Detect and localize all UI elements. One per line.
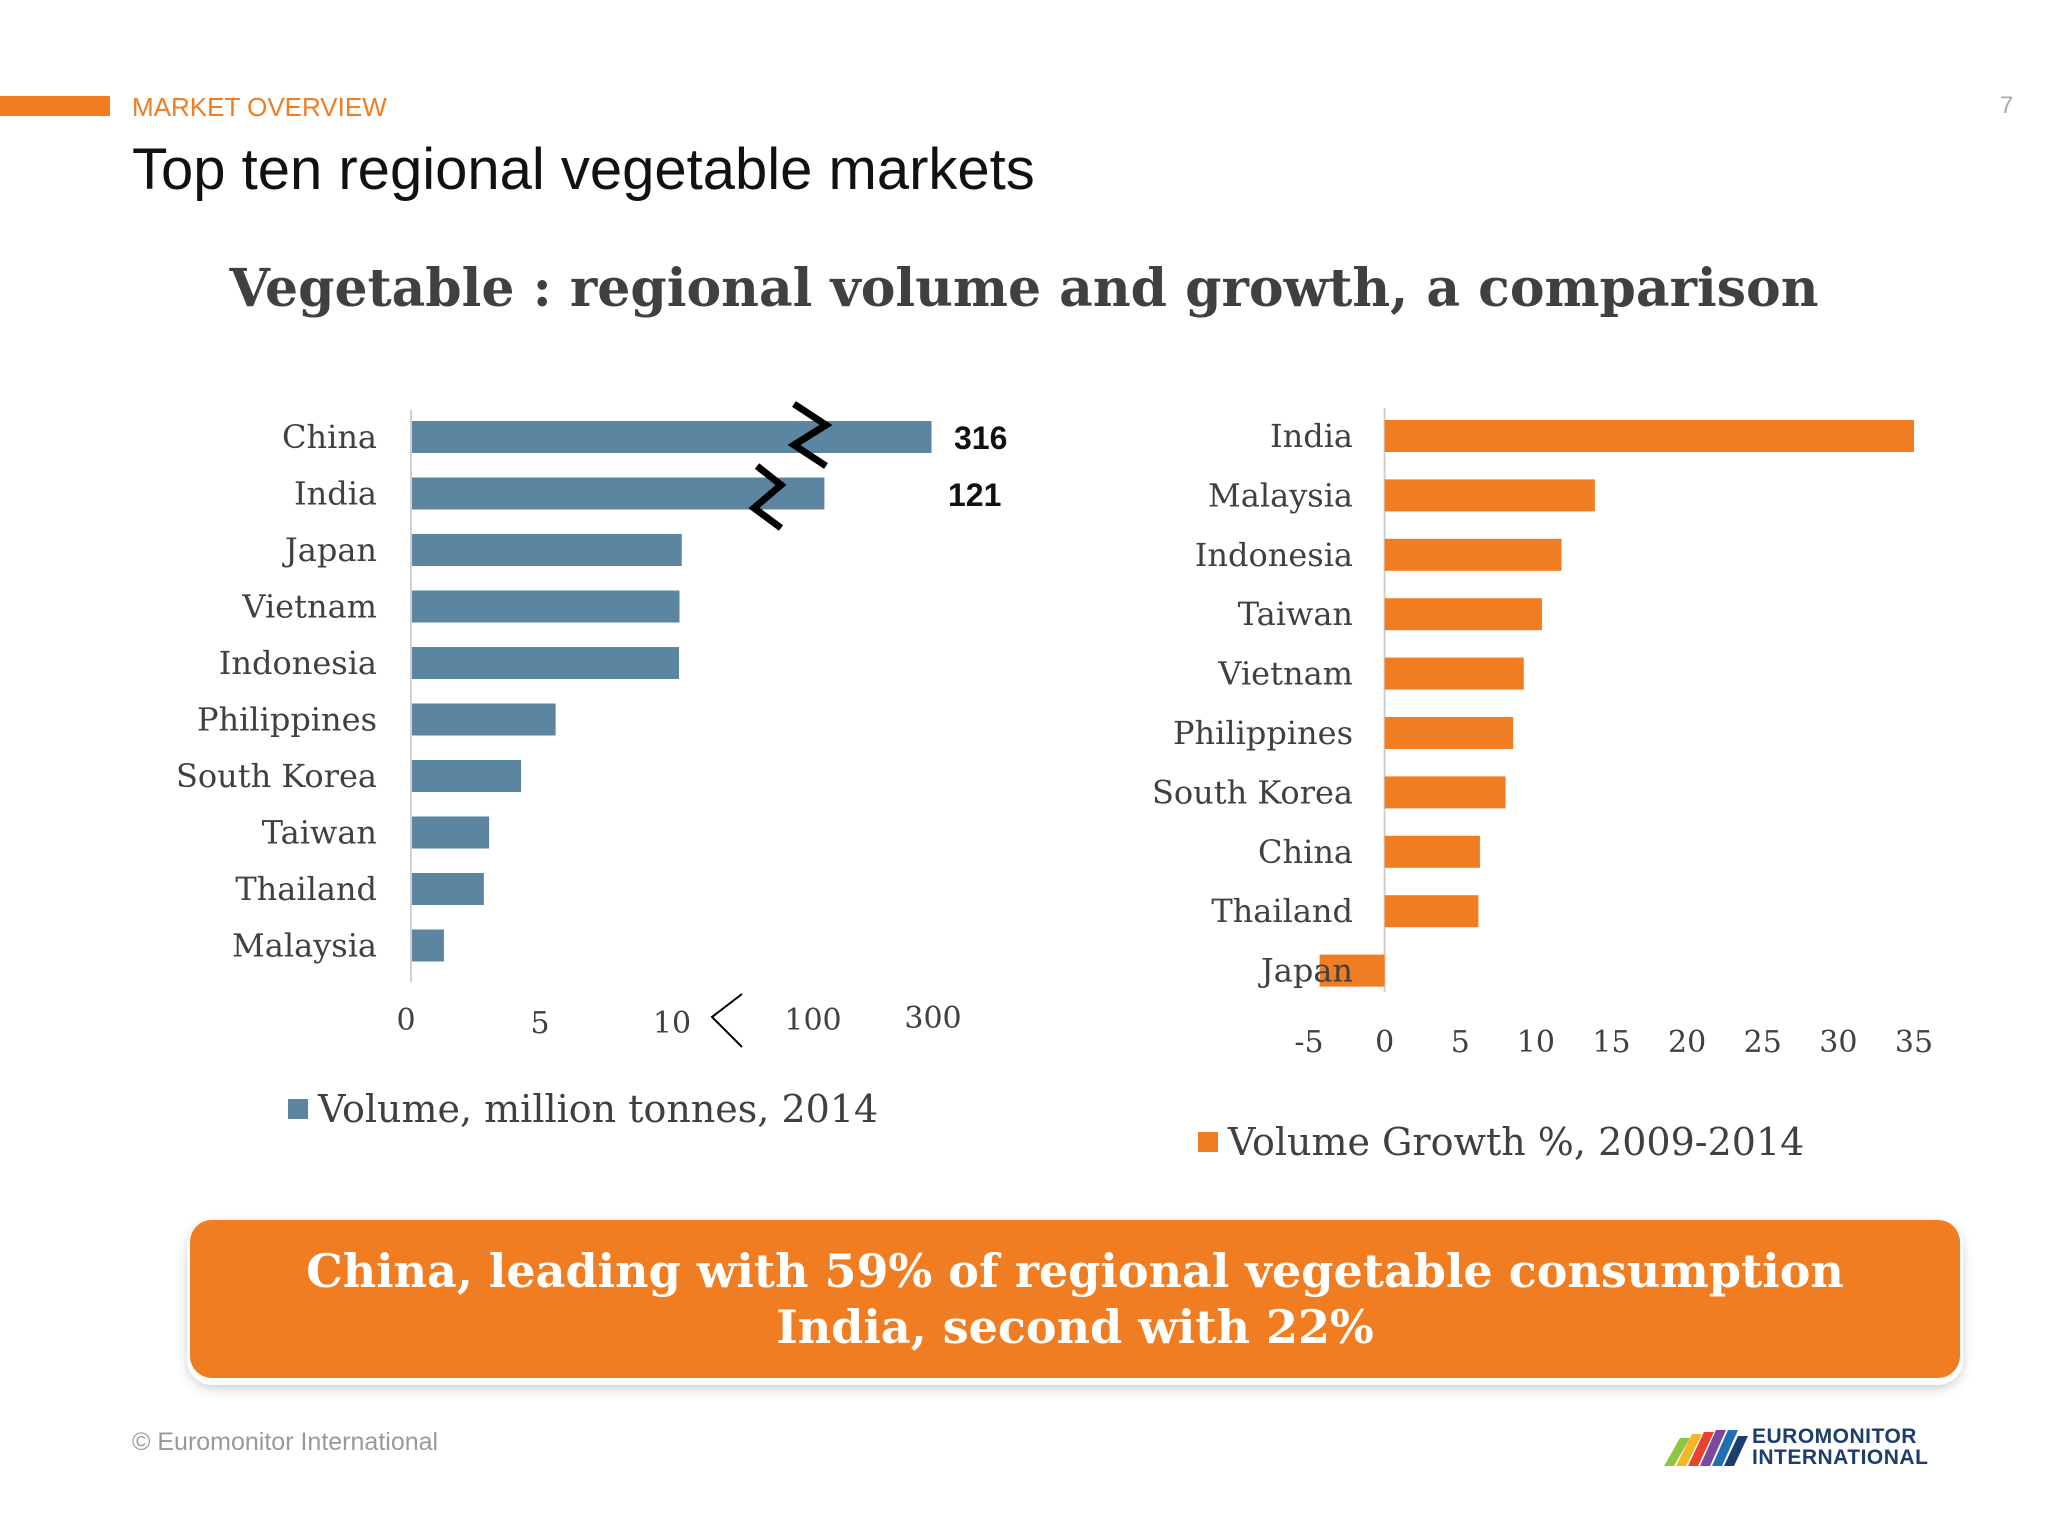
growth-tick-label-0: 0 — [1375, 1025, 1394, 1060]
growth-tick-label-35: 35 — [1895, 1025, 1933, 1060]
growth-bar-china — [1384, 835, 1480, 868]
volume-category-japan: Japan — [282, 531, 377, 569]
growth-tick-label-20: 20 — [1668, 1025, 1706, 1060]
growth-tick-label-10: 10 — [1517, 1025, 1555, 1060]
growth-category-japan: Japan — [1258, 952, 1353, 990]
growth-category-vietnam: Vietnam — [1217, 655, 1353, 693]
volume-bar-japan — [412, 534, 682, 566]
volume-bar-south-korea — [412, 760, 522, 792]
section-accent-bar — [0, 96, 110, 116]
axis-break-mark-china — [787, 401, 833, 469]
growth-tick-label-30: 30 — [1819, 1025, 1857, 1060]
legend-label-growth: Volume Growth %, 2009-2014 — [1228, 1120, 1805, 1164]
volume-tick-label-10: 10 — [653, 1006, 691, 1041]
slide-title: Top ten regional vegetable markets — [132, 137, 1035, 202]
volume-category-philippines: Philippines — [197, 701, 377, 739]
growth-bar-philippines — [1384, 717, 1514, 749]
callout-line-1: China, leading with 59% of regional vege… — [306, 1244, 1844, 1298]
callout-line-2: India, second with 22% — [776, 1300, 1374, 1354]
volume-category-malaysia: Malaysia — [232, 927, 377, 965]
volume-category-thailand: Thailand — [235, 870, 377, 908]
chart-heading: Vegetable : regional volume and growth, … — [229, 258, 1819, 319]
growth-bar-japan — [1319, 954, 1385, 987]
growth-category-philippines: Philippines — [1173, 714, 1353, 752]
volume-category-indonesia: Indonesia — [219, 644, 377, 682]
volume-tick-label-100: 100 — [784, 1003, 841, 1038]
volume-category-vietnam: Vietnam — [241, 588, 377, 626]
growth-category-taiwan: Taiwan — [1238, 595, 1353, 633]
volume-bar-china — [412, 421, 932, 453]
volume-category-china: China — [282, 418, 377, 456]
growth-bar-india — [1384, 420, 1914, 452]
axis-break-mark-xaxis — [710, 993, 743, 1048]
volume-bar-indonesia — [412, 647, 680, 679]
growth-category-thailand: Thailand — [1211, 892, 1353, 930]
volume-category-south-korea: South Korea — [176, 757, 377, 795]
volume-bar-thailand — [412, 873, 484, 905]
logo-text-line-2: INTERNATIONAL — [1752, 1446, 1929, 1469]
growth-tick-label-15: 15 — [1592, 1025, 1630, 1060]
growth-bar-indonesia — [1384, 538, 1562, 571]
volume-tick-label-300: 300 — [904, 1001, 961, 1036]
growth-category-china: China — [1258, 833, 1353, 871]
legend-growth: Volume Growth %, 2009-2014 — [1198, 1120, 1804, 1164]
volume-bar-taiwan — [412, 816, 490, 849]
volume-data-label-china: 316 — [954, 420, 1007, 456]
volume-data-label-india: 121 — [948, 477, 1001, 513]
growth-bar-south-korea — [1384, 776, 1506, 809]
key-insight-callout: China, leading with 59% of regional vege… — [190, 1220, 1960, 1378]
section-label: MARKET OVERVIEW — [132, 92, 387, 122]
volume-category-india: India — [294, 475, 377, 513]
volume-bar-philippines — [412, 703, 556, 736]
legend-volume: Volume, million tonnes, 2014 — [288, 1087, 878, 1131]
growth-tick-label-25: 25 — [1744, 1025, 1782, 1060]
growth-bar-vietnam — [1384, 657, 1524, 690]
page-number: 7 — [2000, 92, 2014, 119]
growth-category-south-korea: South Korea — [1152, 773, 1353, 811]
legend-swatch-growth — [1198, 1132, 1218, 1152]
growth-category-india: India — [1270, 417, 1353, 455]
growth-bar-malaysia — [1384, 479, 1595, 512]
legend-swatch-volume — [288, 1099, 308, 1119]
growth-tick-label-5: 5 — [1451, 1025, 1470, 1060]
volume-category-taiwan: Taiwan — [262, 814, 377, 852]
volume-tick-label-5: 5 — [530, 1006, 549, 1041]
rainbow-logo-icon — [1664, 1430, 1748, 1466]
growth-tick-label--5: -5 — [1294, 1025, 1323, 1060]
charts-canvas: China India Japan Vietnam Indonesia Philippin… — [176, 401, 1933, 1060]
growth-category-malaysia: Malaysia — [1208, 476, 1353, 514]
volume-bar-malaysia — [412, 929, 444, 962]
logo-text-line-1: EUROMONITOR — [1752, 1425, 1917, 1448]
growth-bar-taiwan — [1384, 598, 1542, 631]
growth-category-indonesia: Indonesia — [1195, 536, 1353, 574]
axis-break-mark-india — [748, 463, 787, 531]
legend-label-volume: Volume, million tonnes, 2014 — [318, 1087, 879, 1131]
volume-bar-vietnam — [412, 590, 680, 623]
growth-bar-thailand — [1384, 895, 1479, 928]
footer-copyright: © Euromonitor International — [132, 1428, 439, 1456]
volume-tick-label-0: 0 — [396, 1003, 415, 1038]
euromonitor-logo: EUROMONITOR INTERNATIONAL — [1660, 1424, 1930, 1472]
